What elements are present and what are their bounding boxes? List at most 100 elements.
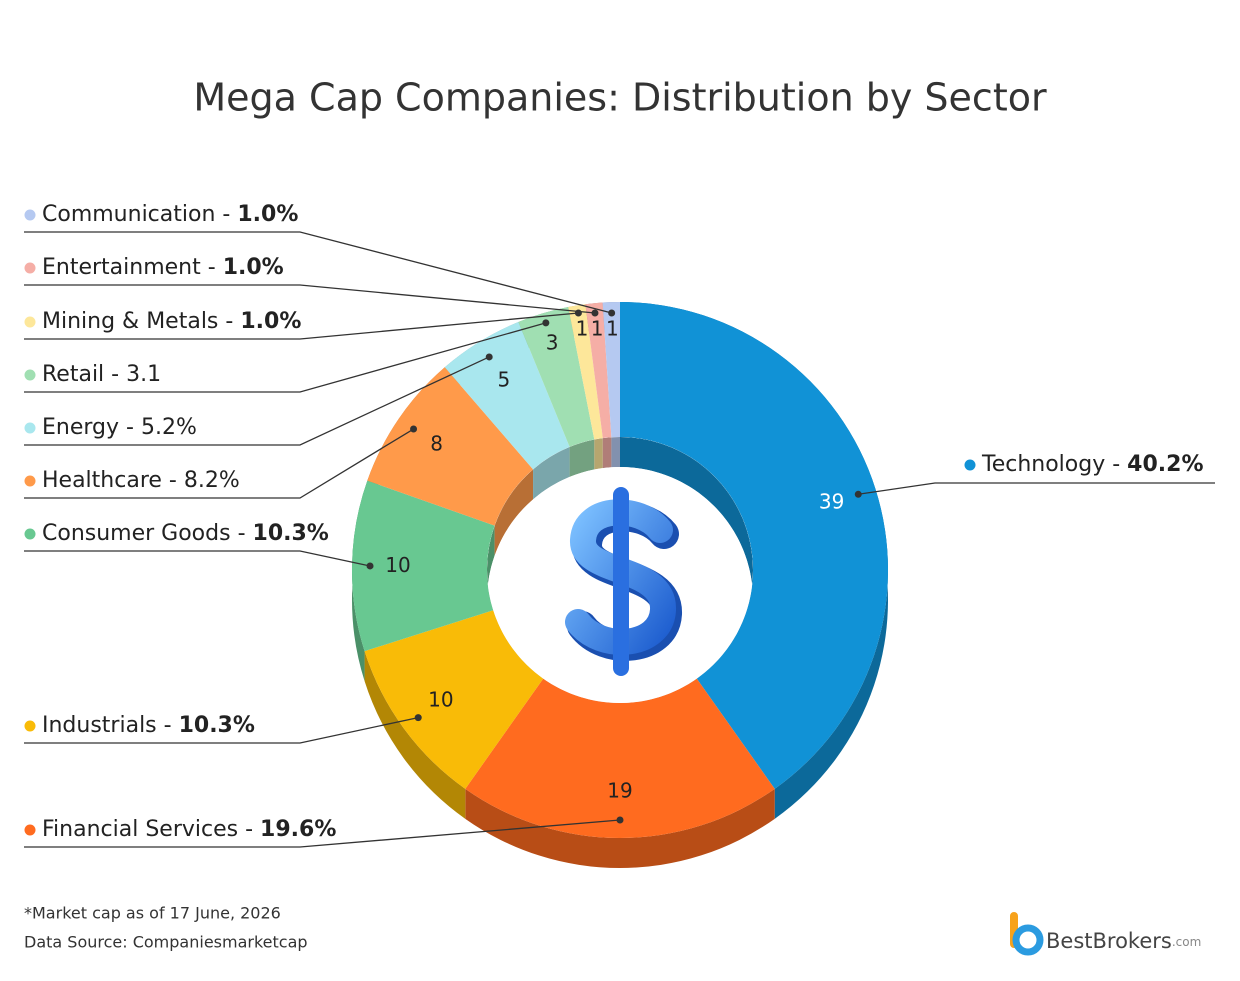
legend-share: 10.3% bbox=[179, 713, 255, 738]
legend-name: Healthcare bbox=[42, 468, 162, 493]
legend-share: 1.0% bbox=[237, 202, 298, 227]
leader-line bbox=[24, 428, 414, 499]
legend-separator: - bbox=[238, 817, 260, 842]
legend-entry: Healthcare - 8.2% bbox=[42, 468, 240, 493]
leader-line bbox=[24, 284, 596, 314]
legend-marker bbox=[24, 720, 36, 732]
value-label: 39 bbox=[819, 489, 844, 513]
slice bbox=[620, 302, 888, 789]
legend-entry: Communication - 1.0% bbox=[42, 202, 298, 227]
legend-share: 19.6% bbox=[260, 817, 336, 842]
legend-name: Energy bbox=[42, 415, 119, 440]
legend-entry: Industrials - 10.3% bbox=[42, 713, 255, 738]
legend: 39 Technology - 40.2% 19 Financial Services… bbox=[24, 202, 1215, 848]
leader-line bbox=[24, 716, 419, 744]
slice bbox=[518, 307, 595, 447]
legend-name: Industrials bbox=[42, 713, 157, 738]
leader-dot bbox=[542, 319, 550, 327]
leader-dot bbox=[410, 425, 418, 433]
legend-marker bbox=[24, 422, 36, 434]
legend-separator: - bbox=[215, 202, 237, 227]
slice-side bbox=[465, 788, 775, 868]
inner-wall bbox=[594, 438, 603, 470]
value-label: 1 bbox=[576, 317, 589, 341]
legend-entry: Technology - 40.2% bbox=[981, 452, 1204, 477]
value-label: 10 bbox=[428, 688, 453, 712]
dollar-icon bbox=[565, 487, 682, 676]
legend-marker bbox=[24, 369, 36, 381]
inner-wall bbox=[611, 437, 620, 468]
legend-entry: Financial Services - 19.6% bbox=[42, 817, 336, 842]
value-label: 8 bbox=[430, 431, 443, 455]
value-label: 1 bbox=[606, 317, 619, 341]
value-label: 5 bbox=[497, 367, 510, 391]
leader-dot bbox=[485, 353, 493, 361]
value-label: 19 bbox=[607, 779, 632, 803]
leader-dot bbox=[414, 714, 422, 722]
leader-dot bbox=[608, 309, 616, 317]
slice-side bbox=[364, 651, 466, 819]
legend-share: 1.0% bbox=[223, 255, 284, 280]
legend-entry: Energy - 5.2% bbox=[42, 415, 197, 440]
legend-name: Communication bbox=[42, 202, 215, 227]
legend-name: Mining & Metals bbox=[42, 309, 218, 334]
slice bbox=[351, 480, 495, 652]
legend-share: 10.3% bbox=[253, 521, 329, 546]
legend-separator: - bbox=[162, 468, 184, 493]
legend-marker bbox=[24, 262, 36, 274]
logo-name: BestBrokers.com bbox=[1046, 929, 1201, 953]
inner-wall bbox=[569, 439, 595, 477]
legend-separator: - bbox=[218, 309, 240, 334]
legend-name: Retail bbox=[42, 362, 104, 387]
legend-entry: Mining & Metals - 1.0% bbox=[42, 309, 301, 334]
legend-marker bbox=[24, 475, 36, 487]
legend-separator: - bbox=[201, 255, 223, 280]
legend-separator: - bbox=[1105, 452, 1127, 477]
logo-text: BestBrokers bbox=[1046, 929, 1172, 953]
legend-marker bbox=[24, 528, 36, 540]
inner-wall bbox=[533, 446, 570, 500]
logo: BestBrokers.com bbox=[1010, 912, 1201, 956]
legend-share: 5.2% bbox=[141, 415, 197, 440]
leader-dot bbox=[591, 309, 599, 317]
inner-wall bbox=[602, 437, 612, 469]
leader-dot bbox=[616, 816, 624, 824]
legend-entry: Retail - 3.1 bbox=[42, 362, 161, 387]
legend-marker bbox=[24, 209, 36, 221]
legend-separator: - bbox=[104, 362, 126, 387]
leader-line bbox=[24, 550, 371, 567]
leader-line bbox=[24, 819, 621, 848]
legend-name: Financial Services bbox=[42, 817, 238, 842]
footnote: *Market cap as of 17 June, 2026 bbox=[24, 904, 281, 923]
leader-line bbox=[24, 231, 612, 314]
legend-separator: - bbox=[157, 713, 179, 738]
leader-dot bbox=[854, 490, 862, 498]
legend-name: Entertainment bbox=[42, 255, 201, 280]
value-label: 1 bbox=[591, 317, 604, 341]
legend-entry: Consumer Goods - 10.3% bbox=[42, 521, 329, 546]
leader-line bbox=[858, 482, 1215, 495]
donut bbox=[351, 302, 888, 868]
legend-marker bbox=[964, 459, 976, 471]
leader-line bbox=[24, 322, 547, 393]
slice bbox=[465, 678, 775, 838]
data-source: Data Source: Companiesmarketcap bbox=[24, 933, 308, 952]
chart-title: Mega Cap Companies: Distribution by Sect… bbox=[193, 76, 1047, 120]
inner-wall bbox=[620, 437, 753, 703]
logo-suffix: .com bbox=[1172, 935, 1201, 949]
slice bbox=[568, 304, 603, 440]
legend-marker bbox=[24, 316, 36, 328]
legend-name: Consumer Goods bbox=[42, 521, 231, 546]
leader-line bbox=[24, 312, 579, 340]
slice bbox=[367, 367, 534, 526]
legend-marker bbox=[24, 824, 36, 836]
leader-line bbox=[24, 356, 490, 446]
value-label: 3 bbox=[546, 330, 559, 354]
slice bbox=[585, 302, 612, 439]
legend-share: 1.0% bbox=[240, 309, 301, 334]
slice bbox=[602, 302, 620, 438]
leader-dot bbox=[366, 562, 374, 570]
legend-separator: - bbox=[119, 415, 141, 440]
inner-wall bbox=[494, 469, 534, 556]
